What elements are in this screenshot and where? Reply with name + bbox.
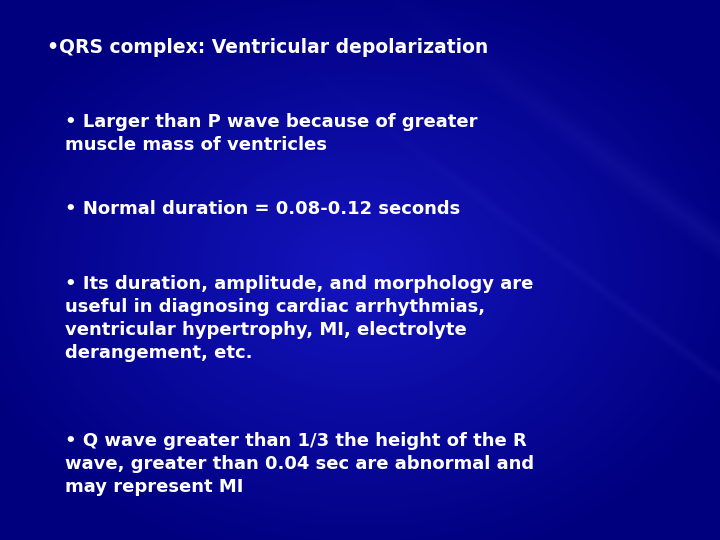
Text: • Its duration, amplitude, and morphology are
useful in diagnosing cardiac arrhy: • Its duration, amplitude, and morpholog…	[65, 275, 534, 362]
Text: •QRS complex: Ventricular depolarization: •QRS complex: Ventricular depolarization	[47, 38, 488, 57]
Text: • Larger than P wave because of greater
muscle mass of ventricles: • Larger than P wave because of greater …	[65, 113, 477, 154]
Text: • Q wave greater than 1/3 the height of the R
wave, greater than 0.04 sec are ab: • Q wave greater than 1/3 the height of …	[65, 432, 534, 496]
Text: • Normal duration = 0.08-0.12 seconds: • Normal duration = 0.08-0.12 seconds	[65, 200, 460, 218]
